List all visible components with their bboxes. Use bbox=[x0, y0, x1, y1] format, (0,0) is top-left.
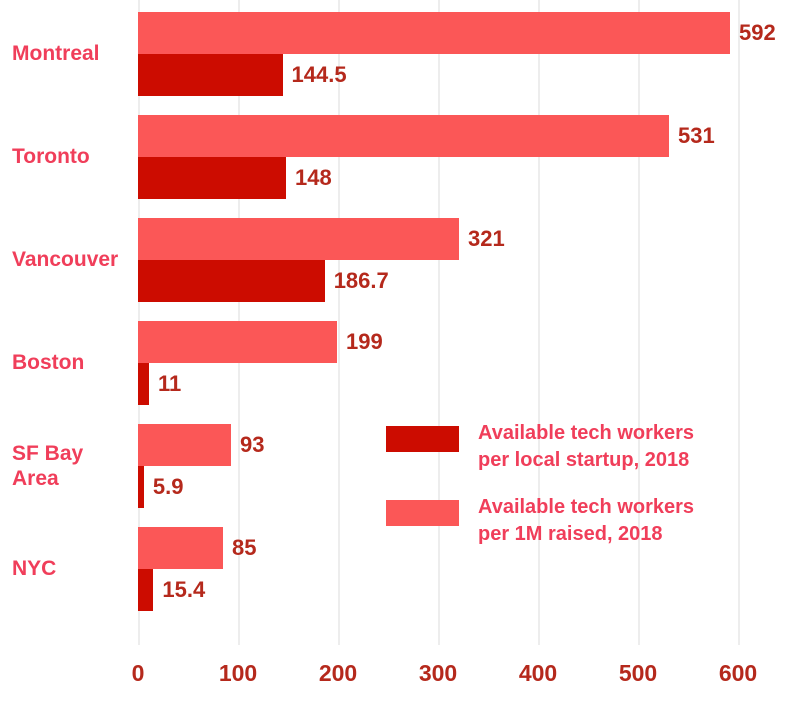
bar-value-label: 321 bbox=[468, 226, 505, 251]
category-label: SF Bay Area bbox=[0, 441, 128, 491]
legend-swatch bbox=[386, 426, 459, 452]
bar-value-label: 148 bbox=[295, 165, 332, 190]
bar-value-label: 144.5 bbox=[291, 62, 347, 87]
legend-item[interactable]: Available tech workers per local startup… bbox=[386, 422, 716, 498]
legend-label: Available tech workers per 1M raised, 20… bbox=[478, 496, 695, 545]
bar-group: 93 5.9 bbox=[138, 424, 738, 509]
x-tick-label: 300 bbox=[418, 660, 458, 686]
bar-dark[interactable] bbox=[138, 363, 149, 405]
bar-group: 531 148 bbox=[138, 115, 738, 200]
x-tick-label: 200 bbox=[318, 660, 358, 686]
bar-light[interactable] bbox=[138, 321, 337, 363]
bar-value-label: 15.4 bbox=[162, 577, 206, 602]
chart-legend: Available tech workers per local startup… bbox=[386, 422, 716, 572]
category-label: Montreal bbox=[12, 42, 100, 65]
bar-light[interactable] bbox=[138, 12, 730, 54]
gridline-300 bbox=[438, 0, 440, 645]
bar-dark[interactable] bbox=[138, 260, 325, 302]
bar-light[interactable] bbox=[138, 527, 223, 569]
bar-dark[interactable] bbox=[138, 569, 154, 611]
x-tick-label: 0 bbox=[131, 660, 145, 686]
bar-value-label: 11 bbox=[158, 371, 182, 396]
bar-value-label: 85 bbox=[232, 535, 257, 560]
bar-group: 199 11 bbox=[138, 321, 738, 406]
x-tick-label: 100 bbox=[218, 660, 258, 686]
legend-item[interactable]: Available tech workers per 1M raised, 20… bbox=[386, 496, 716, 572]
category-label: Toronto bbox=[12, 145, 90, 168]
category-label-line: SF Bay bbox=[12, 442, 84, 465]
gridline-400 bbox=[538, 0, 540, 645]
category-label: Boston bbox=[12, 351, 85, 374]
bar-value-label: 531 bbox=[678, 123, 715, 148]
x-axis: 0 100 200 300 400 500 600 bbox=[132, 660, 758, 700]
gridline-200 bbox=[338, 0, 340, 645]
gridline-500 bbox=[638, 0, 640, 645]
bar-light[interactable] bbox=[138, 424, 231, 466]
legend-label: Available tech workers per local startup… bbox=[478, 422, 695, 471]
bar-value-label: 5.9 bbox=[152, 474, 184, 499]
bar-light[interactable] bbox=[138, 218, 459, 260]
bar-value-label: 93 bbox=[240, 432, 265, 457]
bar-value-label: 186.7 bbox=[333, 268, 389, 293]
bar-light[interactable] bbox=[138, 115, 669, 157]
legend-swatch bbox=[386, 500, 459, 526]
plot-area: 592 144.5 531 148 321 186.7 199 11 93 5.9 85 15.4 bbox=[138, 0, 776, 645]
category-label-line: Area bbox=[12, 467, 59, 490]
bar-group: 321 186.7 bbox=[138, 218, 738, 303]
bar-group: 85 15.4 bbox=[138, 527, 738, 612]
bar-value-label: 592 bbox=[739, 20, 776, 45]
bar-dark[interactable] bbox=[138, 466, 144, 508]
bar-dark[interactable] bbox=[138, 157, 286, 199]
category-label: Vancouver bbox=[12, 248, 119, 271]
bar-dark[interactable] bbox=[138, 54, 283, 96]
bar-value-label: 199 bbox=[346, 329, 383, 354]
category-label: NYC bbox=[12, 557, 57, 580]
x-tick-label: 600 bbox=[718, 660, 758, 686]
bar-group: 592 144.5 bbox=[138, 12, 776, 97]
x-tick-label: 400 bbox=[518, 660, 558, 686]
gridline-600 bbox=[738, 0, 740, 645]
x-tick-label: 500 bbox=[618, 660, 658, 686]
